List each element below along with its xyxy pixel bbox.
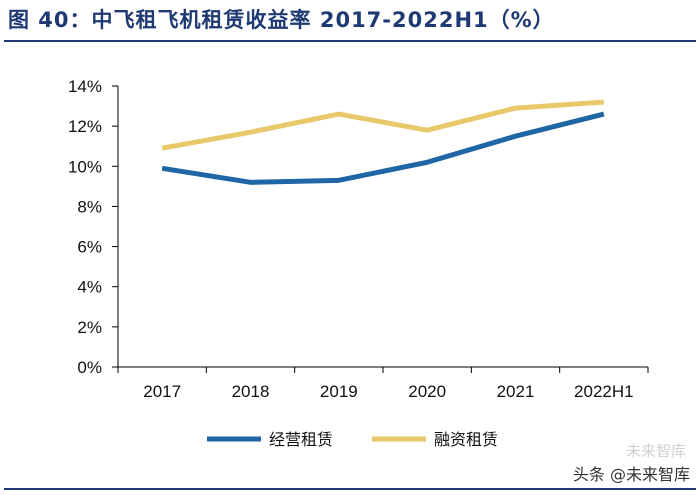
- x-tick-label: 2020: [408, 382, 446, 401]
- y-tick-label: 6%: [77, 238, 102, 257]
- x-tick-label: 2018: [232, 382, 270, 401]
- legend-label: 融资租赁: [434, 430, 498, 449]
- title-bar: 图 40：中飞租飞机租赁收益率 2017-2022H1（%）: [0, 0, 700, 40]
- bottom-divider: [4, 488, 696, 490]
- y-tick-label: 12%: [68, 117, 102, 136]
- x-tick-label: 2022H1: [574, 382, 634, 401]
- x-tick-label: 2017: [143, 382, 181, 401]
- x-tick-label: 2021: [497, 382, 535, 401]
- y-tick-label: 0%: [77, 358, 102, 377]
- y-axis-ticks: 0% 2% 4% 6% 8% 10% 12% 14%: [68, 77, 118, 377]
- legend: 经营租赁 融资租赁: [207, 430, 498, 449]
- y-tick-label: 14%: [68, 77, 102, 96]
- chart-title: 图 40：中飞租飞机租赁收益率 2017-2022H1（%）: [8, 8, 555, 32]
- series-lines: [161, 99, 605, 185]
- y-tick-label: 10%: [68, 157, 102, 176]
- y-tick-label: 8%: [77, 197, 102, 216]
- chart-axes: [117, 86, 648, 368]
- y-tick-label: 2%: [77, 318, 102, 337]
- y-tick-label: 4%: [77, 278, 102, 297]
- series-line-finance-lease: [161, 99, 605, 151]
- series-line-operating-lease: [161, 111, 605, 185]
- x-tick-label: 2019: [320, 382, 358, 401]
- watermark-faint: 未来智库: [625, 442, 686, 460]
- legend-label: 经营租赁: [269, 430, 333, 449]
- watermark: 头条 @未来智库: [572, 465, 690, 484]
- x-axis-ticks: 2017 2018 2019 2020 2021 2022H1: [117, 367, 649, 401]
- title-divider: [4, 40, 696, 42]
